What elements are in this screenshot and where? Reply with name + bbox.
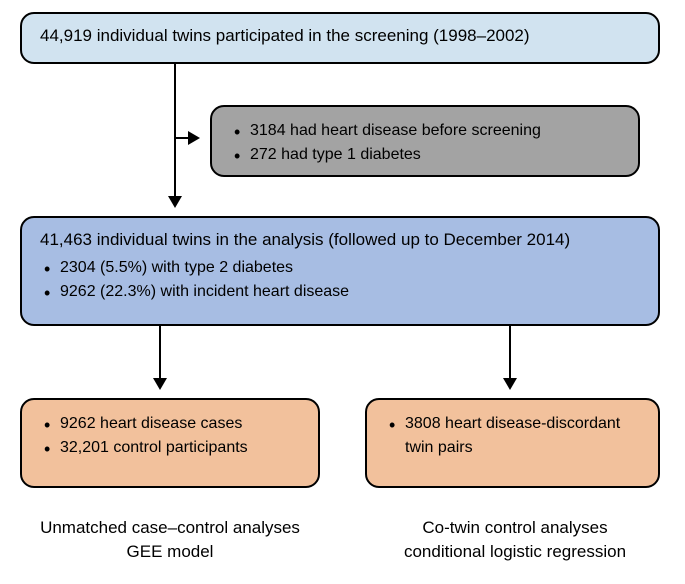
caption-line: Co-twin control analyses — [422, 518, 607, 537]
unmatched-caption: Unmatched case–control analyses GEE mode… — [30, 516, 310, 564]
arrow-head-icon — [153, 378, 167, 390]
analysis-item: 9262 (22.3%) with incident heart disease — [60, 280, 640, 304]
cotwin-caption: Co-twin control analyses conditional log… — [385, 516, 645, 564]
caption-line: conditional logistic regression — [404, 542, 626, 561]
analysis-title: 41,463 individual twins in the analysis … — [40, 230, 640, 250]
arrow-head-icon — [188, 131, 200, 145]
arrow-line — [159, 326, 161, 380]
caption-line: GEE model — [127, 542, 214, 561]
exclusion-item: 272 had type 1 diabetes — [250, 143, 620, 167]
arrow-line — [174, 64, 176, 198]
analysis-box: 41,463 individual twins in the analysis … — [20, 216, 660, 326]
cotwin-item: 3808 heart disease-discordant twin pairs — [405, 412, 640, 460]
exclusion-list: 3184 had heart disease before screening … — [230, 119, 620, 167]
unmatched-box: 9262 heart disease cases 32,201 control … — [20, 398, 320, 488]
cotwin-list: 3808 heart disease-discordant twin pairs — [385, 412, 640, 460]
unmatched-item: 9262 heart disease cases — [60, 412, 300, 436]
screening-title: 44,919 individual twins participated in … — [40, 26, 640, 46]
arrow-head-icon — [503, 378, 517, 390]
arrow-head-icon — [168, 196, 182, 208]
unmatched-list: 9262 heart disease cases 32,201 control … — [40, 412, 300, 460]
unmatched-item: 32,201 control participants — [60, 436, 300, 460]
exclusion-box: 3184 had heart disease before screening … — [210, 105, 640, 177]
arrow-line — [509, 326, 511, 380]
analysis-list: 2304 (5.5%) with type 2 diabetes 9262 (2… — [40, 256, 640, 304]
caption-line: Unmatched case–control analyses — [40, 518, 300, 537]
exclusion-item: 3184 had heart disease before screening — [250, 119, 620, 143]
cotwin-box: 3808 heart disease-discordant twin pairs — [365, 398, 660, 488]
screening-box: 44,919 individual twins participated in … — [20, 12, 660, 64]
analysis-item: 2304 (5.5%) with type 2 diabetes — [60, 256, 640, 280]
